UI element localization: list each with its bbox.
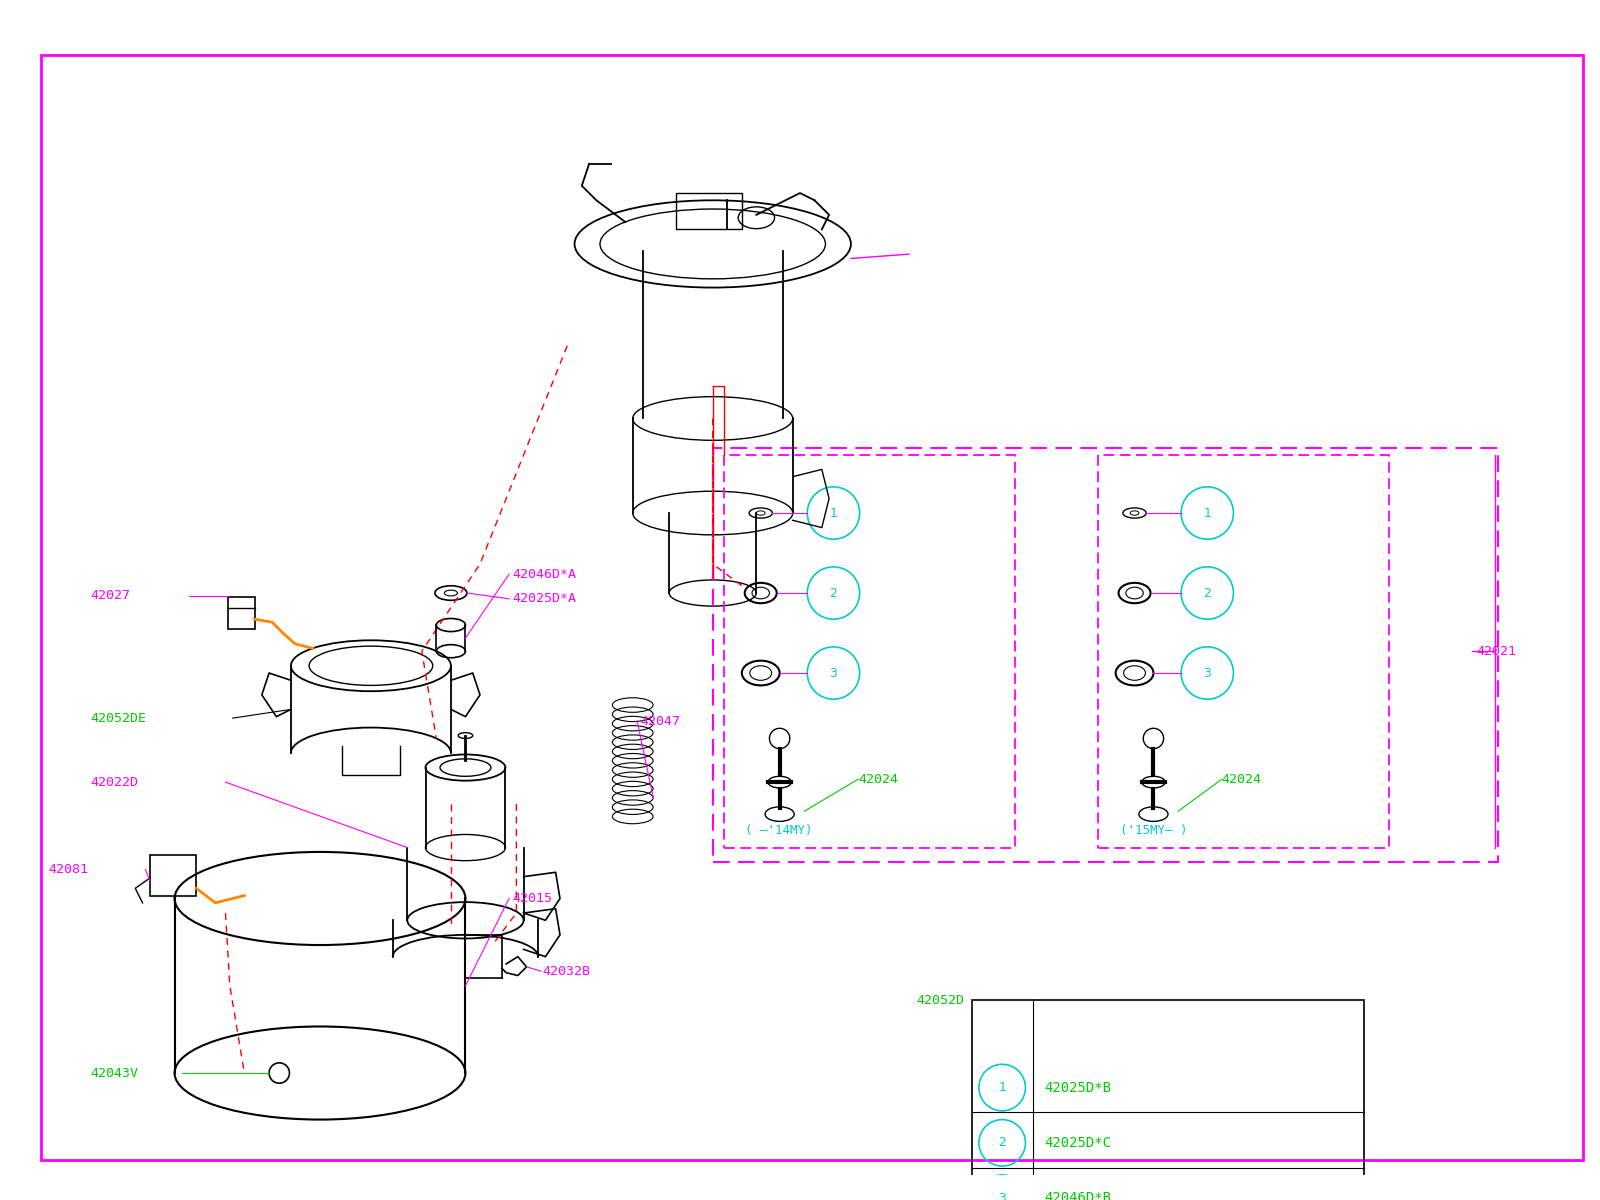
Text: 42021: 42021 — [1477, 644, 1517, 658]
Text: 42081: 42081 — [48, 863, 88, 876]
Text: 1: 1 — [998, 1081, 1006, 1094]
Text: 42046D*B: 42046D*B — [1045, 1192, 1112, 1200]
Text: 42025D*B: 42025D*B — [1045, 1080, 1112, 1094]
Text: ( —'14MY): ( —'14MY) — [744, 823, 813, 836]
Bar — [150, 854, 197, 895]
Text: 42027: 42027 — [90, 589, 130, 602]
Text: 42025D*A: 42025D*A — [512, 593, 576, 605]
Text: 3: 3 — [829, 666, 837, 679]
Bar — [725, 455, 1016, 847]
Text: ('15MY— ): ('15MY— ) — [1120, 823, 1187, 836]
Bar — [677, 193, 742, 229]
Text: 1: 1 — [829, 506, 837, 520]
Text: 3: 3 — [1203, 666, 1211, 679]
Text: 1: 1 — [1203, 506, 1211, 520]
Text: 42024: 42024 — [1222, 773, 1262, 786]
Text: 42052DE: 42052DE — [90, 712, 146, 725]
Text: 2: 2 — [998, 1136, 1006, 1150]
Text: 42015: 42015 — [512, 892, 552, 905]
Bar — [712, 448, 1498, 862]
Bar — [1098, 455, 1389, 847]
Text: 42046D*A: 42046D*A — [512, 568, 576, 581]
Bar — [229, 598, 254, 629]
Text: 3: 3 — [998, 1192, 1006, 1200]
Text: 42047: 42047 — [640, 714, 680, 727]
Text: 42022D: 42022D — [90, 775, 138, 788]
Text: 42043V: 42043V — [90, 1067, 138, 1080]
Text: 42052D: 42052D — [917, 994, 965, 1007]
Text: 42032B: 42032B — [542, 965, 590, 978]
Text: 42024: 42024 — [858, 773, 898, 786]
Bar — [971, 1001, 1365, 1189]
Text: 42025D*C: 42025D*C — [1045, 1136, 1112, 1150]
Text: 2: 2 — [829, 587, 837, 600]
Text: 2: 2 — [1203, 587, 1211, 600]
